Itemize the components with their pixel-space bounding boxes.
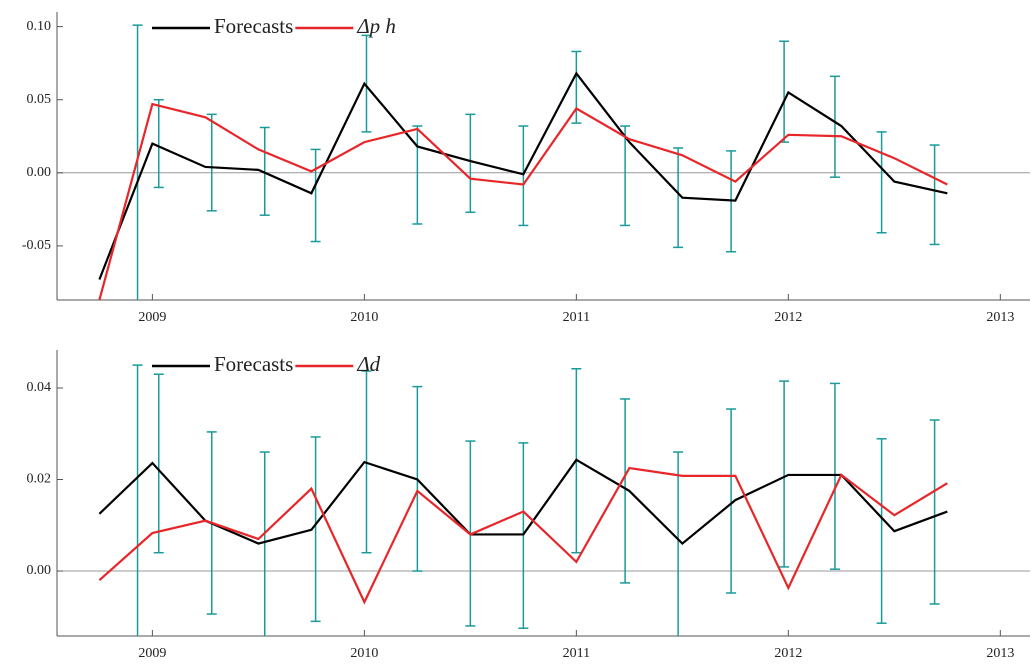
series-line bbox=[98, 458, 948, 546]
error-bar bbox=[929, 144, 940, 246]
error-bar bbox=[876, 131, 887, 234]
series-line bbox=[98, 71, 948, 280]
x-tick-label: 2009 bbox=[138, 646, 166, 661]
error-bar bbox=[153, 373, 164, 554]
error-bar bbox=[518, 125, 529, 227]
x-tick-label: 2012 bbox=[774, 646, 802, 661]
x-tick-label: 2009 bbox=[138, 310, 166, 325]
x-tick-label: 2013 bbox=[986, 646, 1014, 661]
y-tick-label: 0.04 bbox=[27, 380, 52, 395]
y-tick-label: -0.05 bbox=[22, 238, 51, 253]
error-bar bbox=[673, 451, 684, 636]
error-bar bbox=[310, 148, 321, 243]
legend-label: Forecasts bbox=[214, 14, 293, 38]
error-bar bbox=[876, 438, 887, 624]
error-bar bbox=[206, 113, 217, 212]
series-line bbox=[98, 102, 948, 301]
y-tick-label: 0.10 bbox=[27, 19, 52, 34]
y-tick-label: 0.02 bbox=[27, 472, 52, 487]
error-bar bbox=[673, 147, 684, 249]
x-tick-label: 2012 bbox=[774, 310, 802, 325]
error-bar bbox=[726, 408, 737, 594]
x-tick-label: 2010 bbox=[350, 310, 378, 325]
error-bar bbox=[620, 125, 631, 227]
y-tick-label: 0.00 bbox=[27, 165, 52, 180]
error-bar bbox=[132, 364, 143, 636]
error-bar bbox=[571, 50, 582, 124]
error-bar bbox=[153, 98, 164, 189]
error-bar bbox=[259, 451, 270, 636]
legend-label: Δp h bbox=[356, 14, 396, 38]
error-bar bbox=[310, 436, 321, 623]
series-line bbox=[98, 466, 948, 605]
error-bar bbox=[620, 398, 631, 584]
error-bar bbox=[929, 419, 940, 605]
x-tick-label: 2013 bbox=[986, 310, 1014, 325]
error-bar bbox=[412, 125, 423, 225]
error-bar bbox=[465, 113, 476, 214]
error-bar bbox=[518, 442, 529, 629]
y-tick-label: 0.05 bbox=[27, 92, 52, 107]
legend-label: Forecasts bbox=[214, 352, 293, 376]
error-bar bbox=[259, 126, 270, 216]
error-bar bbox=[829, 75, 840, 178]
legend-label: Δd bbox=[356, 352, 380, 376]
x-tick-label: 2011 bbox=[563, 646, 590, 661]
x-tick-label: 2010 bbox=[350, 646, 378, 661]
error-bar bbox=[779, 380, 790, 568]
x-tick-label: 2011 bbox=[563, 310, 590, 325]
error-bar bbox=[829, 382, 840, 570]
y-tick-label: 0.00 bbox=[27, 563, 52, 578]
error-bar bbox=[361, 34, 372, 133]
